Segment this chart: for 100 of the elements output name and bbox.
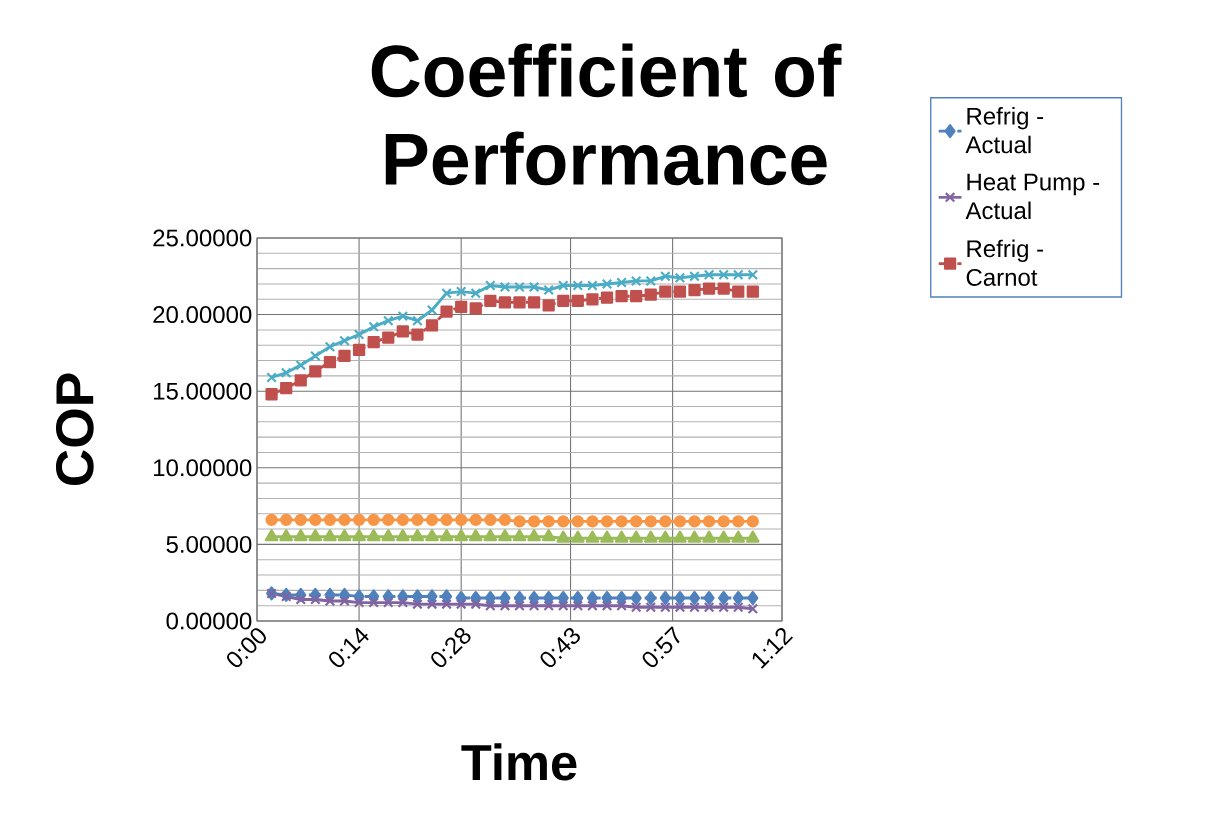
y-tick-label: 25.00000	[153, 229, 252, 247]
point	[689, 270, 700, 282]
point	[367, 513, 380, 527]
point	[366, 528, 381, 542]
point	[616, 277, 627, 288]
point	[747, 603, 759, 615]
y-tick-label: 20.00000	[153, 306, 252, 324]
point	[411, 513, 424, 527]
point	[295, 359, 307, 371]
point	[440, 305, 453, 318]
point	[382, 597, 394, 608]
point	[747, 590, 759, 606]
point	[732, 269, 744, 281]
point	[616, 600, 627, 611]
point	[645, 601, 657, 613]
point	[353, 329, 365, 340]
point	[397, 597, 409, 608]
point	[644, 515, 657, 528]
point	[528, 590, 540, 606]
point	[542, 515, 555, 528]
point	[294, 374, 307, 387]
point	[630, 601, 642, 613]
point	[308, 528, 323, 542]
point	[441, 598, 452, 610]
point	[352, 528, 366, 542]
point	[732, 515, 745, 528]
point	[674, 272, 686, 284]
point	[485, 600, 496, 611]
point	[703, 269, 715, 281]
point	[717, 282, 730, 295]
point	[468, 528, 483, 542]
point	[368, 321, 379, 333]
point	[498, 513, 512, 527]
point	[747, 269, 759, 281]
point	[470, 287, 482, 299]
point	[395, 528, 410, 542]
point	[324, 341, 336, 353]
point	[338, 513, 351, 527]
point	[512, 528, 527, 542]
point	[324, 595, 336, 607]
point	[689, 601, 700, 613]
point	[614, 530, 629, 543]
legend-label: Refrig - Actual	[965, 107, 1044, 154]
point	[264, 528, 279, 542]
point	[645, 590, 657, 606]
point	[688, 283, 701, 297]
point	[556, 530, 571, 543]
point	[499, 590, 511, 606]
point	[498, 296, 512, 309]
point	[412, 315, 423, 327]
point	[265, 513, 278, 527]
y-tick-label: 5.00000	[166, 535, 252, 553]
point	[571, 515, 584, 528]
point	[658, 530, 673, 543]
point	[470, 598, 482, 610]
point	[484, 590, 496, 606]
y-tick-label: 15.00000	[154, 382, 252, 400]
point	[455, 300, 468, 314]
point	[337, 528, 352, 542]
point	[310, 594, 321, 605]
point	[397, 310, 409, 322]
point	[396, 513, 409, 527]
point	[630, 590, 642, 606]
point	[455, 286, 467, 297]
point	[601, 600, 613, 611]
point	[688, 515, 701, 528]
point	[309, 365, 322, 378]
point	[469, 302, 482, 315]
point	[339, 335, 350, 346]
x-tick-label: 0:14	[329, 627, 369, 668]
point	[557, 280, 569, 291]
point	[527, 296, 541, 309]
point	[557, 590, 569, 606]
point	[338, 349, 351, 363]
point	[265, 388, 278, 401]
point	[659, 515, 672, 528]
point	[352, 513, 366, 527]
point	[716, 530, 731, 543]
point	[731, 530, 746, 543]
point	[396, 325, 409, 338]
point	[514, 281, 525, 293]
point	[718, 590, 730, 606]
y-tick-label: 10.00000	[154, 459, 252, 477]
point	[280, 513, 293, 527]
point	[293, 528, 308, 542]
point	[586, 590, 599, 606]
point	[484, 294, 497, 307]
point	[746, 515, 759, 528]
point	[660, 601, 671, 613]
point	[572, 590, 584, 606]
point	[368, 597, 379, 608]
point	[732, 285, 745, 298]
point	[485, 280, 496, 291]
point	[557, 294, 570, 307]
point	[601, 278, 613, 290]
y-axis-title: COP	[55, 373, 94, 486]
point	[585, 530, 600, 543]
point	[294, 513, 307, 527]
point	[441, 287, 452, 299]
chart-title: Coefficient of Performance	[371, 43, 842, 186]
